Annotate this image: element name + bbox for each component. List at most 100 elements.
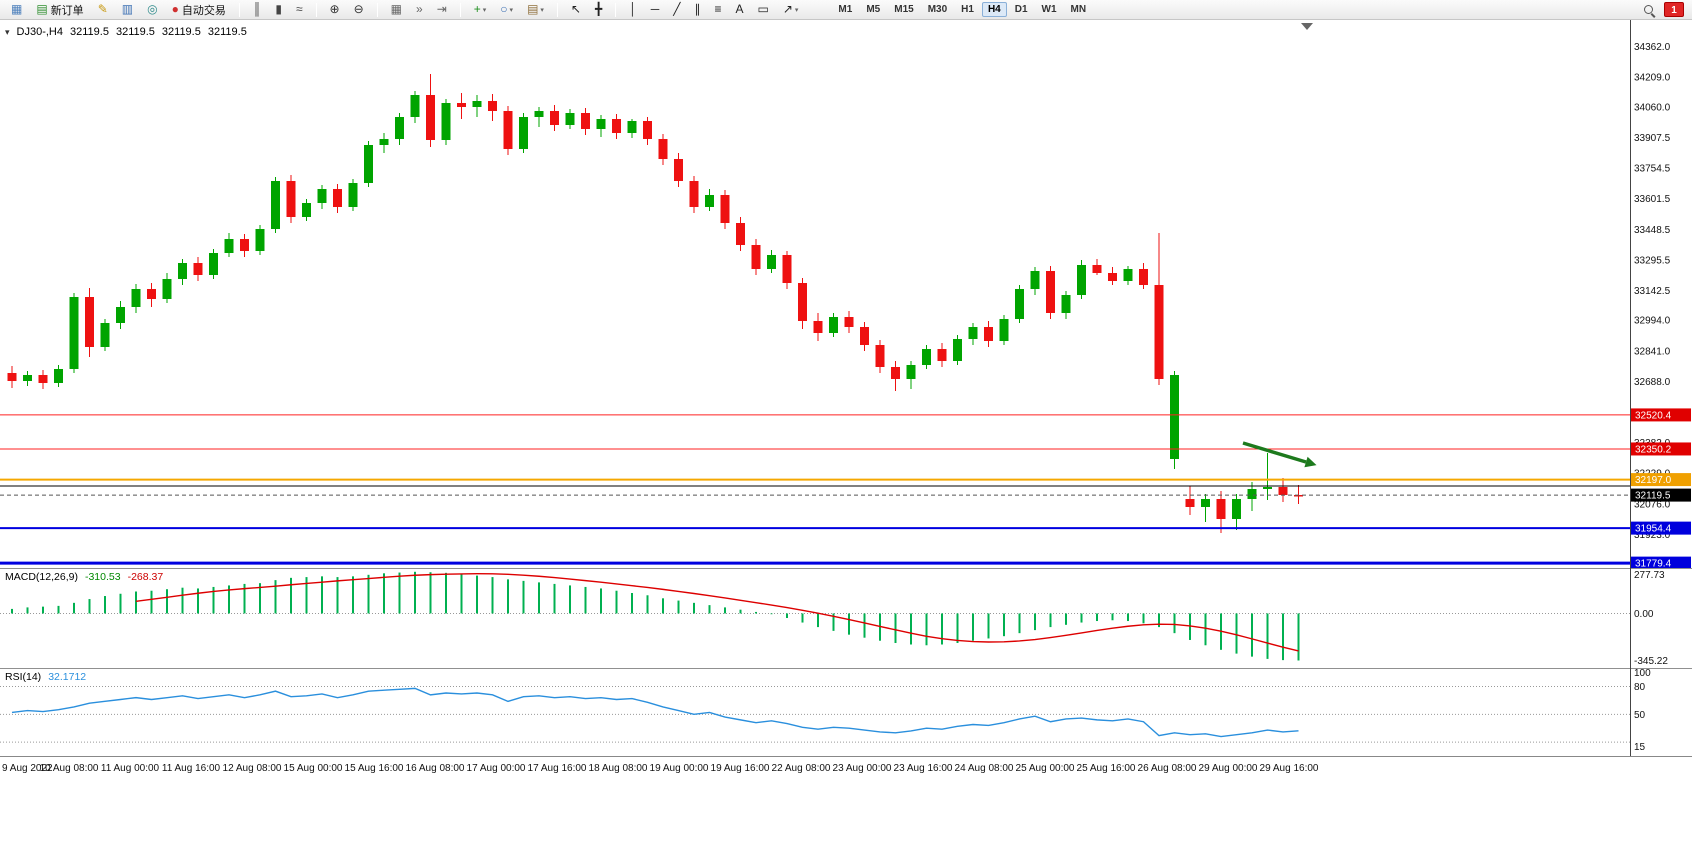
templates-button[interactable]: ▤ ▾ <box>522 1 549 18</box>
toolbar: ▦ ▤ 新订单 ✎ ▥ ◎ ● 自动交易 ║ ▮ ≈ ⊕ ⊖ ▦» ⇥ + ▾ ○ ▾ ▤ ▾ ↖ ╋ │ ─ ╱ ∥ ≡ A ▭ ↗ ▾ M… <box>0 0 1692 20</box>
svg-text:32350.2: 32350.2 <box>1635 444 1672 455</box>
chart-shift-marker[interactable] <box>1301 23 1313 30</box>
price-axis-label: 34362.0 <box>1634 42 1671 53</box>
navigator-button[interactable]: ◎ <box>142 1 162 18</box>
time-axis-label: 17 Aug 16:00 <box>527 763 587 774</box>
channel-button[interactable]: ∥ <box>689 1 705 18</box>
fibonacci-icon: ≡ <box>714 2 722 16</box>
rsi-axis-label: 15 <box>1634 742 1646 753</box>
rsi-name: RSI(14) <box>5 671 42 683</box>
chart-shift-button[interactable]: ⇥ <box>432 1 452 18</box>
indicators-button[interactable]: + ▾ <box>469 1 492 18</box>
time-axis-label: 11 Aug 16:00 <box>161 763 221 774</box>
market-watch-icon: ▥ <box>121 2 134 16</box>
time-axis-label: 16 Aug 08:00 <box>405 763 465 774</box>
rsi-panel[interactable]: 100 80 50 15 <box>0 668 1692 756</box>
horizontal-line-button[interactable]: ─ <box>646 1 665 18</box>
price-axis-label: 33142.5 <box>1634 286 1671 297</box>
rsi-label: RSI(14) 32.1712 <box>5 671 86 683</box>
timeframe-m5-button[interactable]: M5 <box>866 4 881 15</box>
time-axis-label: 18 Aug 08:00 <box>588 763 648 774</box>
timeframe-toolbar: M1 M5 M15 M30 H1 H4 D1 W1 MN <box>831 0 1093 20</box>
zoom-out-icon: ⊖ <box>353 2 364 16</box>
toolbar-separator <box>315 2 317 17</box>
line-chart-button[interactable]: ≈ <box>291 1 308 18</box>
new-order-button[interactable]: ▤ 新订单 <box>31 1 88 18</box>
time-axis-label: 29 Aug 00:00 <box>1198 763 1258 774</box>
zoom-out-button[interactable]: ⊖ <box>349 1 369 18</box>
market-watch-button[interactable]: ▥ <box>117 1 138 18</box>
search-icon[interactable] <box>1643 4 1656 17</box>
time-axis-label: 19 Aug 00:00 <box>649 763 709 774</box>
macd-axis-label: -345.22 <box>1634 656 1668 667</box>
indicators-icon: + <box>473 2 481 16</box>
autotrading-icon: ● <box>171 2 179 16</box>
price-tag: 31779.4 <box>1631 556 1691 568</box>
auto-scroll-button[interactable]: » <box>411 1 428 18</box>
chevron-down-icon: ▾ <box>482 6 487 14</box>
toolbar-buttons: ▦ ▤ 新订单 ✎ ▥ ◎ ● 自动交易 ║ ▮ ≈ ⊕ ⊖ ▦» ⇥ + ▾ ○ ▾ ▤ ▾ ↖ ╋ │ ─ ╱ ∥ ≡ A ▭ ↗ ▾ <box>4 0 805 20</box>
clock-icon: ○ <box>500 2 508 16</box>
bar-chart-icon: ║ <box>252 2 262 16</box>
rsi-axis-label: 100 <box>1634 668 1651 679</box>
svg-text:31954.4: 31954.4 <box>1635 524 1672 535</box>
time-axis-label: 9 Aug 2022 <box>2 763 53 774</box>
price-axis-label: 32841.0 <box>1634 346 1671 357</box>
crosshair-button[interactable]: ╋ <box>590 1 607 18</box>
trendline-button[interactable]: ╱ <box>668 1 685 18</box>
timeframe-mn-button[interactable]: MN <box>1070 4 1087 15</box>
zoom-in-icon: ⊕ <box>329 2 340 16</box>
candlestick-chart-button[interactable]: ▮ <box>270 1 287 18</box>
timeframe-d1-button[interactable]: D1 <box>1014 4 1028 15</box>
time-axis-label: 22 Aug 08:00 <box>771 763 831 774</box>
arrows-button[interactable]: ↗ ▾ <box>778 1 804 18</box>
periods-button[interactable]: ○ ▾ <box>495 1 518 18</box>
timeframe-h1-button[interactable]: H1 <box>961 4 974 15</box>
arrow-objects-icon: ↗ <box>782 2 793 16</box>
macd-axis-label: 0.00 <box>1634 609 1654 620</box>
auto-scroll-icon: » <box>416 2 423 16</box>
price-chart-panel[interactable]: 34362.0 34209.0 34060.0 33907.5 33754.5 33601… <box>0 20 1692 568</box>
tile-windows-icon: ▦ <box>390 2 403 16</box>
new-chart-button[interactable]: ▦ <box>6 1 27 18</box>
macd-name: MACD(12,26,9) <box>5 571 78 583</box>
time-axis-label: 25 Aug 00:00 <box>1015 763 1075 774</box>
macd-signal-line <box>135 573 1299 652</box>
ohlc-close: 32119.5 <box>207 26 247 38</box>
metaeditor-button[interactable]: ✎ <box>93 1 113 18</box>
timeframe-m15-button[interactable]: M15 <box>894 4 914 15</box>
price-axis-label: 33601.5 <box>1634 194 1671 205</box>
price-axis-label: 33754.5 <box>1634 164 1671 175</box>
rsi-value: 32.1712 <box>48 671 87 683</box>
timeframe-m1-button[interactable]: M1 <box>838 4 853 15</box>
one-click-trading-toggle[interactable]: ▾ <box>5 26 10 37</box>
time-axis[interactable]: 9 Aug 2022 10 Aug 08:00 11 Aug 00:00 11 Aug… <box>0 756 1692 780</box>
vertical-line-button[interactable]: │ <box>624 1 642 18</box>
autotrading-button[interactable]: ● 自动交易 <box>167 1 231 18</box>
text-label-button[interactable]: ▭ <box>753 1 774 18</box>
timeframe-m30-button[interactable]: M30 <box>927 4 948 15</box>
time-axis-label: 23 Aug 16:00 <box>893 763 953 774</box>
timeframe-h4-button[interactable]: H4 <box>981 2 1007 17</box>
arrow-annotation[interactable] <box>1242 441 1317 468</box>
price-axis-label: 33295.5 <box>1634 255 1671 266</box>
price-axis-label: 32076.0 <box>1634 499 1671 510</box>
price-tag: 32197.0 <box>1631 473 1691 487</box>
new-chart-icon: ▦ <box>11 2 23 16</box>
price-tag: 32520.4 <box>1631 408 1691 422</box>
horizontal-line-icon: ─ <box>650 2 660 16</box>
chart-window[interactable]: 34362.0 34209.0 34060.0 33907.5 33754.5 33601… <box>0 20 1692 845</box>
timeframe-w1-button[interactable]: W1 <box>1041 4 1057 15</box>
tile-windows-button[interactable]: ▦ <box>386 1 407 18</box>
fibonacci-button[interactable]: ≡ <box>709 1 726 18</box>
text-button[interactable]: A <box>730 1 748 18</box>
rsi-line <box>11 687 1299 738</box>
bar-chart-button[interactable]: ║ <box>248 1 267 18</box>
zoom-in-button[interactable]: ⊕ <box>325 1 345 18</box>
navigator-icon: ◎ <box>147 2 158 16</box>
cursor-button[interactable]: ↖ <box>566 1 586 18</box>
macd-panel[interactable]: 277.73 0.00 -345.22 <box>0 568 1692 668</box>
trendline-icon: ╱ <box>673 2 681 16</box>
alert-badge[interactable]: 1 <box>1664 2 1684 17</box>
time-axis-label: 29 Aug 16:00 <box>1259 763 1319 774</box>
